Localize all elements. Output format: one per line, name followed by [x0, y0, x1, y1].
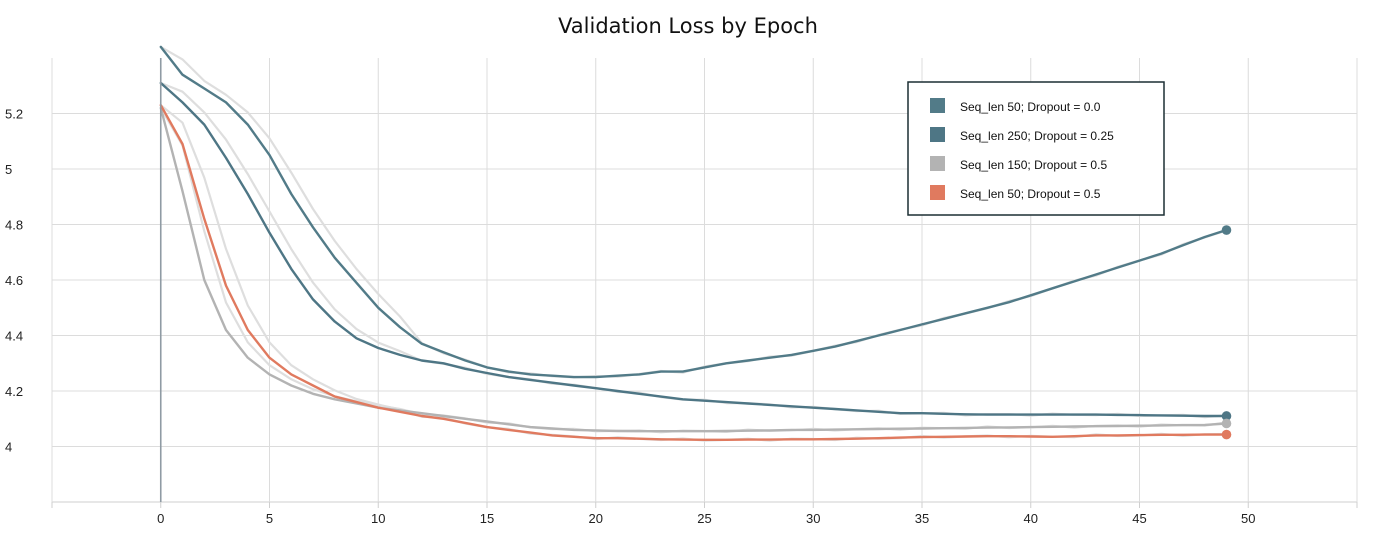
legend: Seq_len 50; Dropout = 0.0 Seq_len 250; Dr… [907, 81, 1165, 216]
x-tick-label: 50 [1241, 511, 1255, 526]
legend-box [907, 81, 1165, 216]
y-tick-label: 5.2 [5, 107, 23, 122]
chart-title: Validation Loss by Epoch [558, 14, 818, 38]
x-tick-label: 15 [480, 511, 494, 526]
x-tick-label: 5 [266, 511, 273, 526]
legend-label: Seq_len 250; Dropout = 0.25 [960, 129, 1114, 143]
series-end-point [1221, 411, 1232, 421]
y-tick-label: 4 [5, 440, 12, 455]
legend-swatch [930, 156, 945, 171]
x-tick-label: 10 [371, 511, 385, 526]
series-line [159, 45, 1228, 379]
y-tick-label: 5 [5, 162, 12, 177]
legend-swatch [930, 127, 945, 142]
x-tick-label: 20 [589, 511, 603, 526]
axes: 0 5 10 15 20 25 30 35 40 45 50 4 4.2 4.4 4.6 4.8 5 5.2 [5, 58, 1255, 526]
legend-label: Seq_len 50; Dropout = 0.0 [960, 100, 1101, 114]
series-end-point [1221, 418, 1232, 429]
series-end-point [1221, 225, 1232, 235]
legend-label: Seq_len 150; Dropout = 0.5 [960, 158, 1107, 172]
y-tick-label: 4.2 [5, 384, 23, 399]
x-tick-label: 0 [157, 511, 164, 526]
x-tick-label: 30 [806, 511, 820, 526]
x-tick-label: 40 [1024, 511, 1038, 526]
series-line [159, 81, 1228, 418]
series-lines [159, 45, 1232, 441]
y-tick-label: 4.6 [5, 273, 23, 288]
legend-label: Seq_len 50; Dropout = 0.5 [960, 187, 1101, 201]
x-tick-label: 45 [1132, 511, 1146, 526]
series-end-point [1221, 429, 1232, 440]
series-line [159, 106, 1228, 433]
series-line [159, 104, 1228, 441]
y-tick-label: 4.8 [5, 218, 23, 233]
legend-swatch [930, 98, 945, 113]
x-tick-label: 25 [697, 511, 711, 526]
x-tick-label: 35 [915, 511, 929, 526]
y-tick-label: 4.4 [5, 329, 23, 344]
legend-swatch [930, 185, 945, 200]
